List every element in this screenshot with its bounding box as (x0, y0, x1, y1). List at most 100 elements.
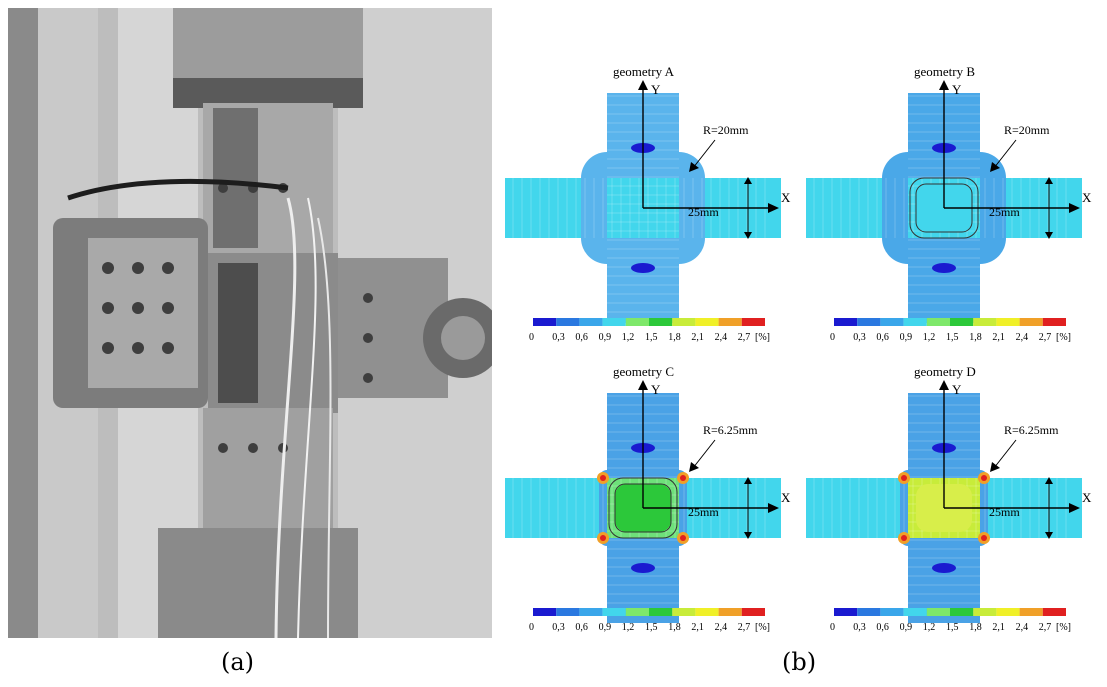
colorbar-segment (625, 608, 649, 616)
colorbar-unit: [%] (1056, 332, 1071, 343)
colorbar-tick: 0 (830, 622, 835, 633)
radius-leader (692, 139, 716, 169)
colorbar-tick: 0,9 (599, 622, 612, 633)
geometry-title: geometry B (914, 64, 975, 79)
radius-label: R=6.25mm (703, 423, 758, 437)
colorbar-segment (926, 608, 950, 616)
colorbar-tick: 0,3 (552, 622, 565, 633)
colorbar-segment (880, 318, 904, 326)
colorbar-tick: 1,8 (668, 622, 681, 633)
caption-b: (b) (782, 648, 817, 676)
colorbar-tick: 2,4 (715, 622, 728, 633)
colorbar-tick: 1,2 (622, 332, 635, 343)
colorbar-tick: 1,5 (946, 332, 959, 343)
x-axis-label: X (781, 190, 791, 205)
colorbar-tick: 2,7 (738, 332, 751, 343)
colorbar-segment (556, 608, 580, 616)
y-axis-arrow (939, 80, 949, 90)
radius-arrow (689, 462, 699, 472)
radius-label: R=20mm (1004, 123, 1050, 137)
colorbar-tick: 1,8 (668, 332, 681, 343)
colorbar-segment (602, 608, 626, 616)
colorbar-segment (1042, 608, 1066, 616)
colorbar-segment (695, 608, 719, 616)
colorbar-segment (602, 318, 626, 326)
colorbar-segment (834, 608, 858, 616)
high-strain-spot (600, 475, 606, 481)
colorbar-tick: 1,2 (622, 622, 635, 633)
x-axis-label: X (781, 490, 791, 505)
colorbar-tick: 0,6 (876, 332, 889, 343)
colorbar-segment (903, 608, 927, 616)
colorbar-tick: 0,6 (575, 332, 588, 343)
colorbar-segment (579, 318, 603, 326)
dimension-label: 25mm (688, 205, 719, 219)
colorbar-tick: 0,9 (599, 332, 612, 343)
colorbar-tick: 0,6 (575, 622, 588, 633)
y-axis-label: Y (952, 82, 962, 97)
dimension-label: 25mm (688, 505, 719, 519)
radius-leader (692, 439, 716, 469)
y-axis-arrow (638, 80, 648, 90)
x-axis-arrow (768, 503, 779, 513)
colorbar-segment (649, 318, 673, 326)
y-axis-label: Y (651, 382, 661, 397)
low-strain-spot (631, 563, 655, 573)
colorbar-tick: 0,6 (876, 622, 889, 633)
dimension-arrow-bottom (1045, 232, 1053, 239)
colorbar-segment (556, 318, 580, 326)
geometry-title: geometry A (613, 64, 675, 79)
colorbar-segment (950, 608, 974, 616)
colorbar-unit: [%] (755, 622, 770, 633)
radius-leader (993, 139, 1017, 169)
colorbar-segment (1042, 318, 1066, 326)
colorbar-segment (533, 318, 557, 326)
colorbar-segment (857, 608, 881, 616)
low-strain-spot (631, 263, 655, 273)
colorbar-segment (695, 318, 719, 326)
colorbar-segment (926, 318, 950, 326)
colorbar-segment (1019, 608, 1043, 616)
colorbar-segment (741, 318, 765, 326)
colorbar-tick: 1,8 (969, 332, 982, 343)
colorbar-segment (718, 318, 742, 326)
colorbar-unit: [%] (755, 332, 770, 343)
colorbar-tick: 1,2 (923, 332, 936, 343)
colorbar-segment (903, 318, 927, 326)
colorbar-segment (625, 318, 649, 326)
colorbar-segment (996, 318, 1020, 326)
colorbar-segment (996, 608, 1020, 616)
colorbar-tick: 2,7 (1039, 332, 1052, 343)
radius-leader (993, 439, 1017, 469)
high-strain-spot (981, 475, 987, 481)
radius-arrow (990, 462, 1000, 472)
x-axis-label: X (1082, 490, 1092, 505)
colorbar-tick: 0,3 (853, 622, 866, 633)
colorbar-segment (718, 608, 742, 616)
dimension-arrow-top (1045, 177, 1053, 184)
dimension-label: 25mm (989, 505, 1020, 519)
colorbar-segment (834, 318, 858, 326)
high-strain-spot (680, 535, 686, 541)
low-strain-spot (932, 263, 956, 273)
y-axis-label: Y (651, 82, 661, 97)
colorbar-tick: 1,2 (923, 622, 936, 633)
colorbar-segment (649, 608, 673, 616)
y-axis-arrow (638, 380, 648, 390)
dimension-label: 25mm (989, 205, 1020, 219)
colorbar-unit: [%] (1056, 622, 1071, 633)
dimension-arrow-bottom (744, 532, 752, 539)
dimension-arrow-bottom (1045, 532, 1053, 539)
colorbar-segment (579, 608, 603, 616)
colorbar-tick: 0,9 (900, 622, 913, 633)
colorbar-segment (950, 318, 974, 326)
colorbar-segment (857, 318, 881, 326)
radius-label: R=6.25mm (1004, 423, 1059, 437)
test-rig-photo (8, 8, 492, 638)
colorbar-segment (973, 608, 997, 616)
colorbar-tick: 0,9 (900, 332, 913, 343)
colorbar-tick: 0 (830, 332, 835, 343)
